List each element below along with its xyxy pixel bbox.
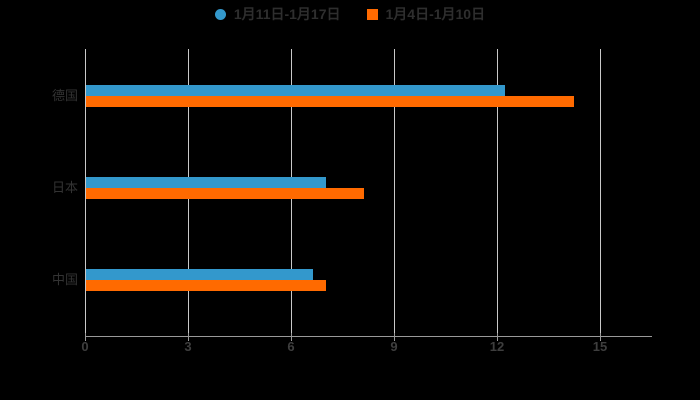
gridline [497, 49, 498, 336]
legend-label: 1月11日-1月17日 [233, 6, 341, 22]
x-axis-tick [394, 333, 395, 341]
x-axis-tick-label: 6 [287, 339, 295, 354]
legend-label: 1月4日-1月10日 [385, 6, 486, 22]
bar-中国-series1 [86, 268, 313, 280]
legend-square-marker-icon [366, 8, 378, 20]
legend: 1月11日-1月17日 1月4日-1月10日 [0, 4, 700, 24]
gridline [85, 49, 86, 336]
x-axis-tick-label: 15 [592, 339, 608, 354]
bar-日本-series1 [86, 176, 327, 188]
x-axis-tick [188, 333, 189, 341]
x-axis-tick [600, 333, 601, 341]
x-axis-tick [497, 333, 498, 341]
gridline [600, 49, 601, 336]
category-label: 中国 [51, 271, 78, 287]
category-label: 日本 [51, 179, 78, 195]
bar-中国-series2 [86, 279, 327, 291]
x-axis-tick [85, 333, 86, 341]
legend-item[interactable]: 1月11日-1月17日 [214, 4, 341, 24]
x-axis-line [85, 336, 652, 337]
category-label: 德国 [51, 87, 78, 103]
legend-circle-marker-icon [214, 8, 226, 20]
bar-日本-series2 [86, 187, 365, 199]
x-axis-tick-label: 12 [489, 339, 505, 354]
legend-item[interactable]: 1月4日-1月10日 [366, 4, 486, 24]
x-axis-tick-label: 3 [184, 339, 192, 354]
gridline [394, 49, 395, 336]
bar-德国-series1 [86, 84, 505, 96]
x-axis-tick-label: 9 [390, 339, 398, 354]
bar-德国-series2 [86, 95, 574, 107]
x-axis-tick-label: 0 [81, 339, 89, 354]
x-axis-tick [291, 333, 292, 341]
plot-area [85, 49, 652, 336]
